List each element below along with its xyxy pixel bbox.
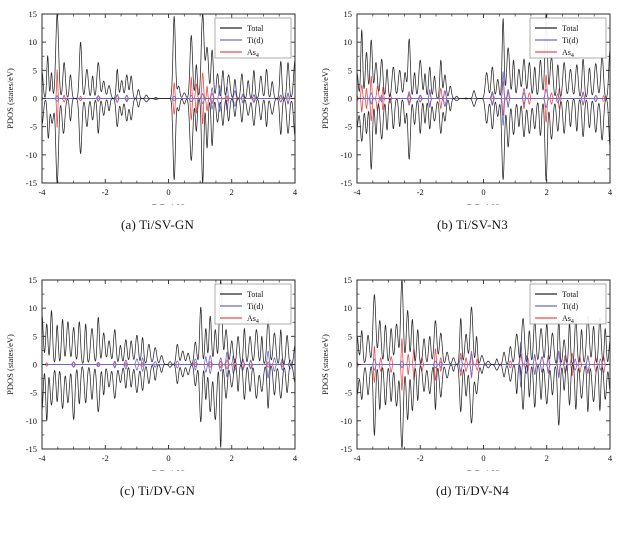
- svg-text:0: 0: [33, 94, 37, 104]
- svg-text:PDOS (states/eV): PDOS (states/eV): [5, 334, 15, 395]
- svg-text:Ti(d): Ti(d): [247, 302, 263, 311]
- plot-area-d: -4 -2 0 2 4 -15 -10 -5 0 5 10 15 E-EF (eV) PDOS (stat…: [315, 266, 630, 471]
- svg-text:Total: Total: [562, 24, 579, 33]
- svg-text:As4: As4: [247, 48, 259, 59]
- svg-text:0: 0: [348, 94, 352, 104]
- svg-text:0: 0: [481, 453, 485, 463]
- svg-text:2: 2: [545, 453, 549, 463]
- svg-text:As4: As4: [562, 48, 574, 59]
- svg-text:E-EF (eV): E-EF (eV): [465, 468, 501, 471]
- panel-caption-b: (b) Ti/SV-N3: [437, 217, 508, 232]
- svg-text:0: 0: [33, 360, 37, 370]
- svg-text:-10: -10: [341, 416, 352, 426]
- plot-area-c: -4 -2 0 2 4 -15 -10 -5 0 5 10 15 E-EF (eV) PDOS (stat…: [0, 266, 315, 471]
- svg-text:15: 15: [344, 9, 353, 19]
- svg-text:4: 4: [608, 453, 613, 463]
- svg-text:-2: -2: [102, 187, 109, 197]
- svg-text:5: 5: [348, 65, 352, 75]
- svg-text:As4: As4: [562, 314, 574, 325]
- svg-text:-15: -15: [341, 178, 352, 188]
- svg-text:15: 15: [29, 9, 38, 19]
- svg-text:5: 5: [33, 331, 37, 341]
- svg-text:4: 4: [293, 187, 298, 197]
- svg-text:E-EF (eV): E-EF (eV): [465, 202, 501, 205]
- pdos-chart-c: -4 -2 0 2 4 -15 -10 -5 0 5 10 15 E-EF (eV) PDOS (stat…: [5, 275, 298, 471]
- plot-area-a: -4 -2 0 2 4 -15 -10 -5 0 5 10 15 E-EF (eV) PDOS (stat…: [0, 0, 315, 205]
- svg-text:Ti(d): Ti(d): [562, 302, 578, 311]
- svg-text:10: 10: [344, 37, 353, 47]
- svg-text:E-EF (eV): E-EF (eV): [150, 468, 186, 471]
- svg-text:-5: -5: [345, 388, 352, 398]
- svg-text:-2: -2: [417, 453, 424, 463]
- svg-text:0: 0: [481, 187, 485, 197]
- svg-text:Total: Total: [247, 290, 264, 299]
- svg-text:-10: -10: [26, 150, 37, 160]
- svg-text:5: 5: [348, 331, 352, 341]
- svg-text:0: 0: [166, 453, 170, 463]
- svg-text:-15: -15: [26, 178, 37, 188]
- svg-text:PDOS (states/eV): PDOS (states/eV): [5, 68, 15, 129]
- svg-text:PDOS (states/eV): PDOS (states/eV): [320, 68, 330, 129]
- panel-b: -4 -2 0 2 4 -15 -10 -5 0 5 10 15 E-EF (eV) PDOS (stat…: [315, 0, 630, 266]
- panel-caption-d: (d) Ti/DV-N4: [435, 483, 510, 498]
- svg-text:-10: -10: [341, 150, 352, 160]
- svg-text:Ti(d): Ti(d): [247, 36, 263, 45]
- svg-text:2: 2: [230, 187, 234, 197]
- svg-text:PDOS (states/eV): PDOS (states/eV): [320, 334, 330, 395]
- panel-caption-a: (a) Ti/SV-GN: [120, 217, 195, 232]
- svg-text:-4: -4: [38, 453, 46, 463]
- svg-text:-15: -15: [341, 444, 352, 454]
- svg-text:-15: -15: [26, 444, 37, 454]
- panel-a: -4 -2 0 2 4 -15 -10 -5 0 5 10 15 E-EF (eV) PDOS (stat…: [0, 0, 315, 266]
- pdos-chart-d: -4 -2 0 2 4 -15 -10 -5 0 5 10 15 E-EF (eV) PDOS (stat…: [320, 275, 613, 471]
- svg-text:E-EF (eV): E-EF (eV): [150, 202, 186, 205]
- svg-text:2: 2: [545, 187, 549, 197]
- svg-text:4: 4: [608, 187, 613, 197]
- svg-text:-5: -5: [30, 122, 37, 132]
- svg-text:10: 10: [344, 303, 353, 313]
- panel-d: -4 -2 0 2 4 -15 -10 -5 0 5 10 15 E-EF (eV) PDOS (stat…: [315, 266, 630, 533]
- svg-text:2: 2: [230, 453, 234, 463]
- svg-text:15: 15: [344, 275, 353, 285]
- svg-text:Total: Total: [562, 290, 579, 299]
- svg-text:15: 15: [29, 275, 38, 285]
- plot-area-b: -4 -2 0 2 4 -15 -10 -5 0 5 10 15 E-EF (eV) PDOS (stat…: [315, 0, 630, 205]
- svg-text:4: 4: [293, 453, 298, 463]
- svg-text:0: 0: [348, 360, 352, 370]
- panel-caption-c: (c) Ti/DV-GN: [119, 483, 196, 498]
- svg-text:-2: -2: [417, 187, 424, 197]
- svg-text:-5: -5: [30, 388, 37, 398]
- svg-text:Total: Total: [247, 24, 264, 33]
- svg-text:-10: -10: [26, 416, 37, 426]
- pdos-chart-a: -4 -2 0 2 4 -15 -10 -5 0 5 10 15 E-EF (eV) PDOS (stat…: [5, 9, 298, 205]
- panel-c: -4 -2 0 2 4 -15 -10 -5 0 5 10 15 E-EF (eV) PDOS (stat…: [0, 266, 315, 533]
- svg-text:5: 5: [33, 65, 37, 75]
- svg-text:10: 10: [29, 303, 38, 313]
- svg-text:10: 10: [29, 37, 38, 47]
- svg-text:As4: As4: [247, 314, 259, 325]
- svg-text:-4: -4: [353, 187, 361, 197]
- pdos-chart-b: -4 -2 0 2 4 -15 -10 -5 0 5 10 15 E-EF (eV) PDOS (stat…: [320, 9, 613, 205]
- svg-text:-4: -4: [353, 453, 361, 463]
- svg-text:-5: -5: [345, 122, 352, 132]
- svg-text:-2: -2: [102, 453, 109, 463]
- svg-text:-4: -4: [38, 187, 46, 197]
- svg-text:0: 0: [166, 187, 170, 197]
- svg-text:Ti(d): Ti(d): [562, 36, 578, 45]
